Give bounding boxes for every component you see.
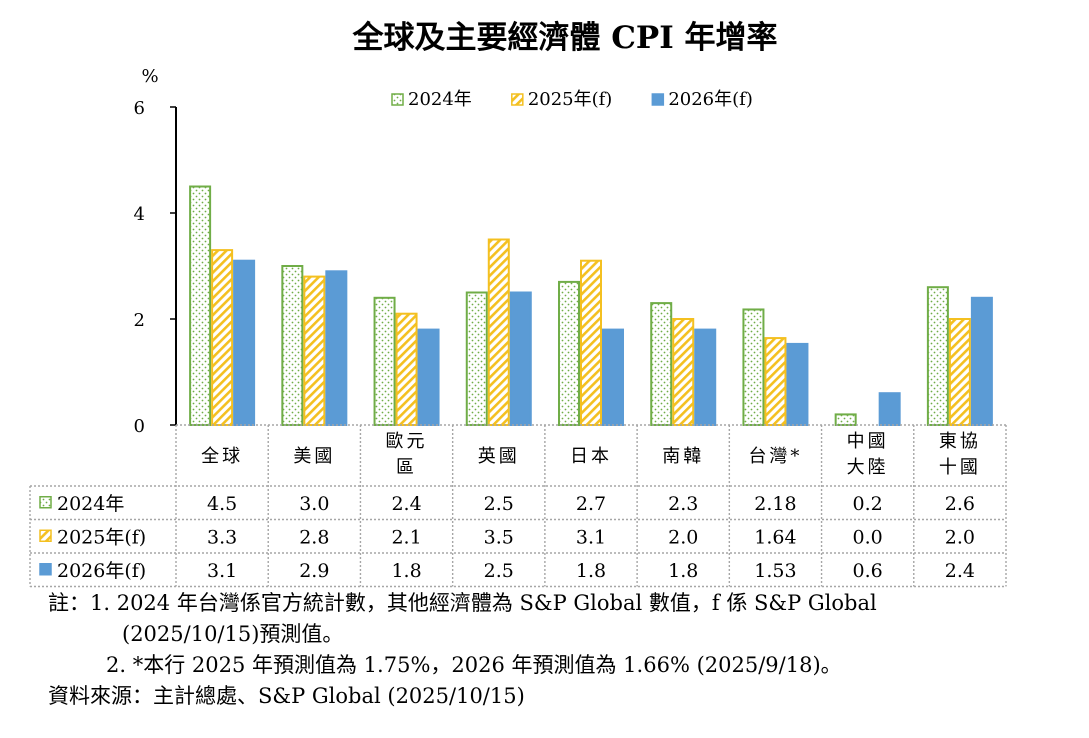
bar [558, 280, 580, 426]
footnotes: 註：1. 2024 年台灣係官方統計數，其他經濟體為 S&P Global 數值… [48, 588, 1078, 712]
table-cell-value: 3.1 [576, 526, 606, 548]
table-cell-value: 0.2 [853, 493, 883, 515]
category-label: 中國 [847, 431, 889, 452]
bar [233, 259, 256, 427]
bar [970, 296, 993, 426]
bar [694, 328, 717, 427]
footnote-1: 註：1. 2024 年台灣係官方統計數，其他經濟體為 S&P Global 數值… [48, 591, 877, 615]
row-legend-swatch [39, 563, 52, 576]
legend-label: 2024年 [408, 89, 472, 110]
table-cell-value: 2.4 [945, 560, 975, 582]
bar [509, 291, 532, 426]
chart-title: 全球及主要經濟體 CPI 年增率 [351, 20, 777, 56]
bar [487, 238, 510, 426]
table-cell-value: 1.53 [754, 560, 796, 582]
row-legend-swatch [39, 496, 52, 509]
category-label: 歐元 [386, 431, 428, 452]
bar [211, 249, 234, 426]
bar [465, 291, 488, 426]
chart-legend: 2024年 2025年(f) 2026年(f) [391, 89, 753, 110]
legend-label: 2026年(f) [668, 89, 753, 110]
table-cell-value: 2.18 [754, 493, 796, 515]
footnote-1-continued: (2025/10/15)預測值。 [122, 622, 344, 646]
table-cell-value: 0.0 [853, 526, 883, 548]
category-label: 美國 [293, 446, 335, 467]
table-cell-value: 2.5 [484, 493, 514, 515]
table-cell-value: 2.4 [391, 493, 421, 515]
row-header: 2025年(f) [57, 526, 146, 548]
table-cell-value: 1.8 [391, 560, 421, 582]
category-label: 全球 [201, 446, 243, 467]
y-tick-label: 2 [134, 310, 145, 331]
table-cell-value: 1.8 [668, 560, 698, 582]
bar [325, 270, 348, 426]
category-label: 日本 [570, 446, 612, 467]
bar [672, 318, 695, 426]
table-cell-value: 2.7 [576, 493, 606, 515]
category-label: 英國 [478, 446, 520, 467]
table-cell-value: 3.0 [299, 493, 329, 515]
category-label: 東協 [939, 431, 981, 452]
bars-group [189, 185, 993, 427]
bar [303, 275, 326, 426]
category-label: 南韓 [662, 446, 704, 467]
bar [373, 296, 396, 426]
cpi-bar-chart: 全球及主要經濟體 CPI 年增率 % 2024年 2025年(f) 2026年(f)… [29, 20, 1007, 588]
bar [417, 328, 440, 427]
table-cell-value: 4.5 [207, 493, 237, 515]
category-label: 台灣* [748, 446, 802, 467]
table-cell-value: 2.0 [668, 526, 698, 548]
table-cell-value: 2.0 [945, 526, 975, 548]
source-note: 資料來源：主計總處、S&P Global (2025/10/15) [48, 684, 525, 708]
legend-swatch [391, 93, 404, 106]
bar [878, 392, 901, 427]
bar [650, 302, 673, 427]
table-cell-value: 2.3 [668, 493, 698, 515]
y-axis-unit-label: % [141, 66, 158, 87]
row-legend-swatch [39, 529, 52, 542]
row-header: 2026年(f) [57, 560, 146, 582]
y-tick-label: 6 [134, 98, 145, 119]
category-label: 區 [396, 457, 417, 478]
category-label: 大陸 [847, 457, 889, 478]
legend-swatch [511, 93, 524, 106]
table-cell-value: 3.3 [207, 526, 237, 548]
table-cell-value: 2.5 [484, 560, 514, 582]
table-cell-value: 2.6 [945, 493, 975, 515]
table-cell-value: 3.5 [484, 526, 514, 548]
table-cell-value: 2.8 [299, 526, 329, 548]
y-tick-label: 0 [134, 416, 145, 437]
table-cell-value: 0.6 [853, 560, 883, 582]
bar [580, 259, 602, 427]
bar [948, 318, 971, 426]
legend-swatch [651, 93, 665, 106]
bar [786, 342, 809, 426]
legend-label: 2025年(f) [528, 89, 613, 110]
bar [395, 312, 418, 427]
footnote-2: 2. *本行 2025 年預測值為 1.75%，2026 年預測值為 1.66%… [106, 653, 842, 677]
bar [926, 286, 949, 427]
bar [189, 185, 212, 426]
table-cell-value: 3.1 [207, 560, 237, 582]
y-axis: 0 2 4 6 [134, 98, 177, 437]
y-tick-label: 4 [134, 204, 145, 225]
bar [742, 308, 765, 426]
row-header: 2024年 [57, 493, 124, 515]
table-cell-value: 1.8 [576, 560, 606, 582]
table-cell-value: 2.1 [391, 526, 421, 548]
bar [602, 328, 624, 427]
category-label: 十國 [939, 457, 981, 478]
table-cell-value: 1.64 [754, 526, 796, 548]
bar [834, 413, 857, 426]
table-cell-value: 2.9 [299, 560, 329, 582]
bar [764, 337, 787, 426]
bar [281, 265, 304, 426]
